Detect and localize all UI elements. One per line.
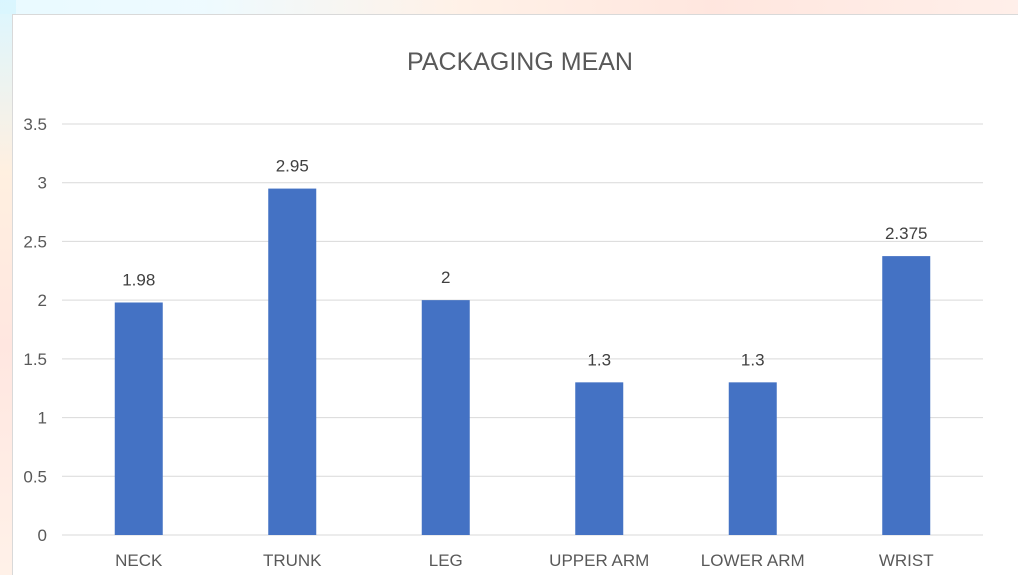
bars [115, 189, 931, 535]
y-tick-label: 0 [38, 526, 47, 545]
y-tick-label: 2.5 [23, 232, 47, 251]
y-tick-label: 1 [38, 409, 47, 428]
x-category-label: TRUNK [263, 551, 322, 570]
data-labels: 1.98 2.95 2 1.3 1.3 2.375 [122, 157, 927, 370]
bar-lower-arm [729, 382, 777, 535]
chart-title: PACKAGING MEAN [407, 48, 633, 76]
y-tick-label: 3 [38, 174, 47, 193]
y-axis-ticks: 0 0.5 1 1.5 2 2.5 3 3.5 [23, 115, 47, 545]
data-label: 2 [441, 268, 450, 287]
bar-leg [422, 300, 470, 535]
bar-wrist [882, 256, 930, 535]
y-tick-label: 0.5 [23, 467, 47, 486]
bar-neck [115, 302, 163, 535]
data-label: 2.95 [276, 157, 309, 176]
data-label: 2.375 [885, 224, 928, 243]
y-tick-label: 2 [38, 291, 47, 310]
y-tick-label: 1.5 [23, 350, 47, 369]
x-category-label: LEG [429, 551, 463, 570]
gridlines [62, 124, 983, 535]
x-category-label: UPPER ARM [549, 551, 649, 570]
data-label: 1.3 [587, 350, 611, 369]
data-label: 1.98 [122, 270, 155, 289]
y-tick-label: 3.5 [23, 115, 47, 134]
bar-upper-arm [575, 382, 623, 535]
x-axis-categories: NECK TRUNK LEG UPPER ARM LOWER ARM WRIST [115, 551, 934, 570]
x-category-label: NECK [115, 551, 163, 570]
x-category-label: LOWER ARM [701, 551, 805, 570]
x-category-label: WRIST [879, 551, 934, 570]
bar-trunk [268, 189, 316, 535]
data-label: 1.3 [741, 350, 765, 369]
